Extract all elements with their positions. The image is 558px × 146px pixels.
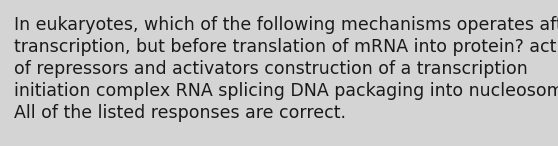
Text: transcription, but before translation of mRNA into protein? action: transcription, but before translation of… [14,38,558,56]
Text: All of the listed responses are correct.: All of the listed responses are correct. [14,104,346,122]
Text: In eukaryotes, which of the following mechanisms operates after: In eukaryotes, which of the following me… [14,16,558,34]
Text: initiation complex RNA splicing DNA packaging into nucleosomes: initiation complex RNA splicing DNA pack… [14,82,558,100]
Text: of repressors and activators construction of a transcription: of repressors and activators constructio… [14,60,528,78]
